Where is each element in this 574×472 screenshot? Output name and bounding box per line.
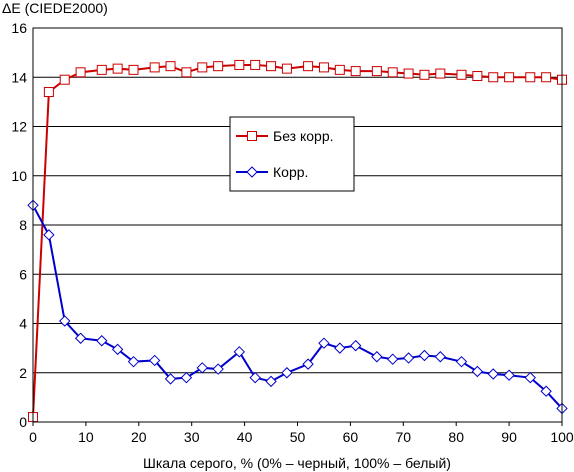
data-point	[318, 62, 329, 73]
grid-lines	[33, 27, 562, 423]
data-point	[59, 315, 71, 327]
data-point	[387, 67, 398, 78]
series-1	[28, 59, 567, 423]
data-point	[435, 68, 446, 79]
data-point	[164, 373, 177, 385]
data-point	[180, 371, 193, 384]
data-point	[265, 375, 277, 388]
y-axis-title: ΔE (CIEDE2000)	[2, 0, 108, 16]
plot-frame	[32, 27, 563, 423]
x-tick-label: 40	[237, 429, 253, 445]
legend-item: Без корр.	[236, 128, 334, 144]
data-point	[281, 63, 292, 74]
data-point	[281, 367, 293, 379]
data-point	[371, 66, 382, 77]
data-point	[96, 335, 108, 347]
data-point	[504, 72, 515, 83]
x-tick-label: 30	[184, 429, 200, 445]
data-point	[111, 343, 124, 356]
legend-label: Без корр.	[273, 128, 334, 144]
data-point	[212, 363, 224, 375]
data-point	[181, 67, 192, 78]
data-point	[402, 352, 415, 364]
data-point	[197, 62, 208, 73]
data-point	[250, 59, 261, 70]
data-point	[43, 229, 55, 241]
legend-marker	[247, 131, 257, 141]
data-point	[540, 385, 552, 397]
data-point	[403, 68, 414, 79]
y-tick-label: 6	[19, 266, 27, 282]
x-tick-label: 100	[550, 429, 574, 445]
data-point	[234, 59, 245, 70]
x-tick-label: 90	[501, 429, 517, 445]
data-point	[266, 61, 277, 72]
y-tick-label: 8	[19, 217, 27, 233]
data-point	[59, 74, 70, 85]
data-point	[503, 369, 515, 381]
data-point	[456, 69, 467, 80]
data-point	[249, 371, 261, 384]
data-point	[149, 62, 160, 73]
x-tick-label: 50	[290, 429, 306, 445]
data-point	[127, 355, 140, 368]
x-axis-title: Шкала серого, % (0% – черный, 100% – бел…	[143, 455, 451, 471]
series-2	[27, 199, 568, 415]
data-point	[541, 72, 552, 83]
data-point	[487, 368, 499, 380]
data-point	[128, 64, 139, 75]
data-point	[455, 355, 468, 368]
legend: Без корр. Корр.	[229, 116, 355, 192]
data-point	[75, 67, 86, 78]
x-tick-label: 60	[343, 429, 359, 445]
data-point	[471, 365, 484, 378]
legend-box	[229, 116, 355, 192]
x-tick-label: 0	[29, 429, 37, 445]
y-tick-label: 10	[11, 168, 27, 184]
data-point	[349, 339, 362, 352]
y-axis-ticks: 0 2 4 6 8 10 12 14 16	[11, 20, 27, 430]
legend-marker	[246, 166, 258, 178]
data-point	[43, 87, 54, 98]
y-tick-label: 4	[19, 316, 27, 332]
legend-item: Корр.	[236, 164, 308, 180]
data-point	[387, 353, 399, 365]
data-point	[434, 351, 447, 363]
data-point	[350, 66, 361, 77]
data-point	[165, 61, 176, 72]
x-tick-label: 70	[396, 429, 412, 445]
data-point	[524, 371, 536, 384]
data-point	[302, 358, 314, 370]
data-point	[488, 72, 499, 83]
series-line	[32, 204, 563, 410]
data-point	[213, 61, 224, 72]
data-point	[419, 69, 430, 80]
data-point	[418, 349, 431, 362]
data-point	[334, 64, 345, 75]
data-point	[525, 72, 536, 83]
data-point	[318, 337, 330, 349]
data-point	[96, 64, 107, 75]
series-layer	[27, 59, 568, 423]
x-tick-label: 80	[448, 429, 464, 445]
x-tick-label: 20	[131, 429, 147, 445]
y-tick-label: 14	[11, 69, 27, 85]
y-tick-label: 16	[11, 20, 27, 36]
data-point	[233, 346, 246, 358]
data-point	[112, 63, 123, 74]
y-tick-label: 0	[19, 414, 27, 430]
y-tick-label: 2	[19, 365, 27, 381]
x-tick-label: 10	[78, 429, 94, 445]
x-axis-ticks: 0 10 20 30 40 50 60 70 80 90 100	[29, 422, 574, 445]
data-point	[74, 332, 87, 344]
data-point	[303, 61, 314, 72]
data-point	[196, 362, 208, 374]
data-point	[371, 351, 383, 363]
data-point	[148, 354, 161, 367]
data-point	[472, 71, 483, 82]
data-point	[334, 342, 346, 354]
y-tick-label: 12	[11, 119, 27, 135]
legend-label: Корр.	[273, 164, 308, 180]
